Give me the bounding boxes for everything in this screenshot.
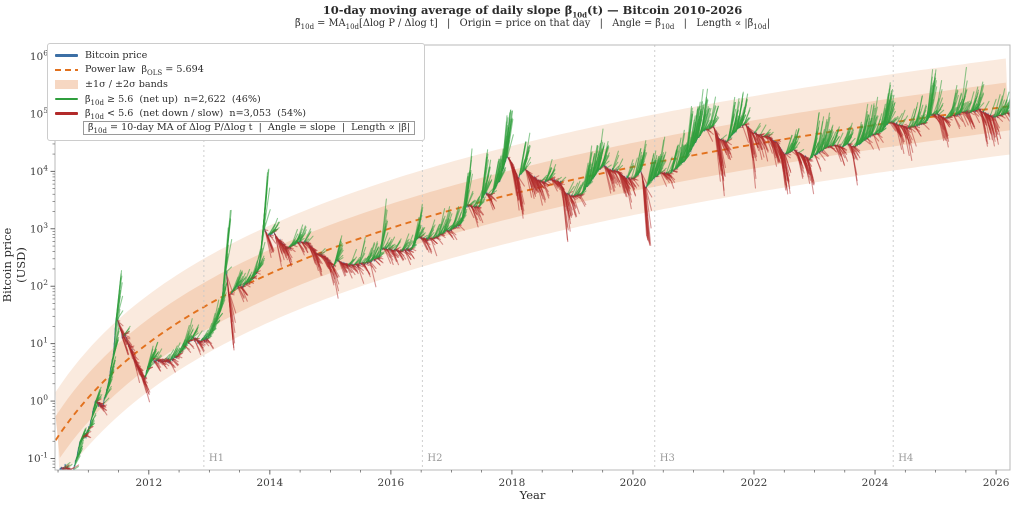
legend-swatch-net-up [55, 97, 78, 101]
legend-label-net-down: β̃10d < 5.6 (net down / slow) n=3,053 (5… [85, 108, 306, 122]
legend-label-power-law: Power law βOLS = 5.694 [85, 64, 204, 78]
x-axis-label: Year [519, 488, 546, 502]
legend-swatch-power-law [55, 68, 78, 72]
y-tick-label: 104 [30, 163, 48, 178]
y-tick-label: 101 [30, 336, 48, 351]
halving-label: H4 [898, 453, 913, 464]
legend-row-note: β̃10d = 10-day MA of Δlog P/Δlog t | Ang… [55, 121, 416, 136]
legend-row-power-law: Power law βOLS = 5.694 [55, 63, 415, 78]
legend-row-sigma-bands: ±1σ / ±2σ bands [55, 77, 415, 92]
legend: Bitcoin price Power law βOLS = 5.694 ±1σ /… [47, 43, 426, 141]
legend-label-net-up: β̃10d ≥ 5.6 (net up) n=2,622 (46%) [85, 93, 261, 107]
legend-row-bitcoin-price: Bitcoin price [55, 48, 415, 63]
x-tick-label: 2024 [862, 477, 889, 489]
y-tick-label: 100 [30, 393, 48, 408]
chart-subtitle: β̃10d = MA10d[Δlog P / Δlog t] | Origin … [295, 18, 770, 31]
y-tick-label: 106 [30, 48, 48, 63]
legend-swatch-net-down [55, 112, 78, 115]
legend-label-note: β̃10d = 10-day MA of Δlog P/Δlog t | Ang… [83, 121, 416, 136]
x-tick-label: 2012 [135, 477, 162, 489]
chart-title: 10-day moving average of daily slope β̃1… [322, 3, 743, 20]
x-tick-label: 2020 [620, 477, 647, 489]
legend-swatch-bitcoin-price [55, 54, 78, 57]
legend-swatch-note [55, 128, 78, 129]
x-tick-label: 2022 [741, 477, 768, 489]
legend-label-bitcoin-price: Bitcoin price [85, 49, 148, 61]
legend-row-net-up: β̃10d ≥ 5.6 (net up) n=2,622 (46%) [55, 92, 415, 107]
y-tick-label: 102 [30, 278, 48, 293]
halving-label: H1 [209, 453, 224, 464]
y-axis-label: Bitcoin price (USD) [0, 227, 28, 303]
y-tick-label: 105 [30, 106, 48, 121]
slope-segments [60, 66, 1010, 470]
plot-border [54, 44, 1011, 471]
x-tick-label: 2016 [378, 477, 405, 489]
halving-label: H2 [427, 453, 442, 464]
x-tick-label: 2018 [499, 477, 526, 489]
y-tick-label: 10-1 [27, 451, 48, 466]
legend-row-net-down: β̃10d < 5.6 (net down / slow) n=3,053 (5… [55, 106, 415, 121]
legend-swatch-sigma-bands [55, 79, 78, 89]
halving-label: H3 [660, 453, 675, 464]
y-tick-label: 103 [30, 221, 48, 236]
x-tick-label: 2026 [983, 477, 1010, 489]
x-tick-label: 2014 [256, 477, 283, 489]
x-axis-ticks: 2012 2014 2016 2018 2020 2022 2024 2026 [57, 470, 1010, 489]
legend-label-sigma-bands: ±1σ / ±2σ bands [85, 78, 168, 90]
